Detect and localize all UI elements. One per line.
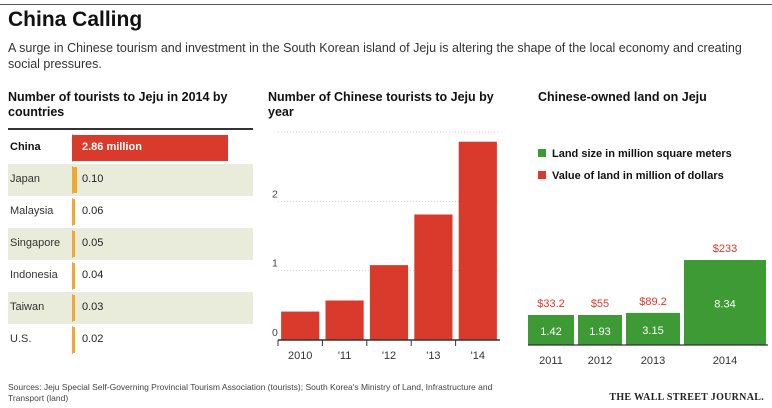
table-row: Singapore 0.05 <box>8 228 253 260</box>
top-rule <box>0 4 772 5</box>
y-tick-label: 1 <box>272 258 278 270</box>
tourist-count-bar <box>72 295 75 321</box>
tourist-count-bar <box>72 263 75 289</box>
land-size-label: 1.93 <box>589 326 610 338</box>
chinese-owned-land-title: Chinese-owned land on Jeju <box>538 90 707 104</box>
legend-land-size: Land size in million square meters <box>538 148 732 160</box>
land-size-bar <box>578 315 622 345</box>
source-note: Sources: Jeju Special Self-Governing Pro… <box>8 382 493 403</box>
table-row: Taiwan 0.03 <box>8 292 253 324</box>
year-bar <box>458 141 497 340</box>
country-label: China <box>10 141 41 153</box>
land-value-label: $33.2 <box>537 298 565 310</box>
land-size-label: 8.34 <box>714 299 735 311</box>
country-label: U.S. <box>10 333 32 345</box>
land-value-label: $89.2 <box>639 296 667 308</box>
year-bar <box>325 300 364 340</box>
land-size-bar <box>528 315 574 345</box>
table-row: Indonesia 0.04 <box>8 260 253 292</box>
tourists-by-country-title: Number of tourists to Jeju in 2014 by co… <box>8 90 228 119</box>
x-tick-label: 2010 <box>288 350 312 362</box>
tourist-count-bar <box>72 231 75 257</box>
table-row: U.S. 0.02 <box>8 324 253 356</box>
legend-land-value: Value of land in million of dollars <box>538 170 724 182</box>
tourist-count-value: 0.06 <box>82 205 104 217</box>
table-row: Japan 0.10 <box>8 164 253 196</box>
x-tick-label: '14 <box>471 350 485 362</box>
chinese-owned-land-chart: 1.42 $33.2 2011 1.93 $55 2012 3.15 $89.2 2013 8.3… <box>528 243 768 367</box>
tourist-count-value: 0.05 <box>82 237 104 249</box>
country-label: Indonesia <box>10 269 58 281</box>
table-row: China 2.86 million <box>8 132 253 164</box>
year-bar <box>369 265 409 340</box>
chinese-tourists-by-year-title: Number of Chinese tourists to Jeju by ye… <box>268 90 494 119</box>
country-label: Taiwan <box>10 301 45 313</box>
land-value-label: $233 <box>713 243 737 255</box>
tourist-count-bar <box>72 167 78 193</box>
land-size-bar <box>626 312 680 345</box>
country-label: Malaysia <box>10 205 54 217</box>
publisher-logo: THE WALL STREET JOURNAL. <box>609 392 764 403</box>
tourist-count-value: 0.03 <box>82 301 104 313</box>
page-subtitle: A surge in Chinese tourism and investmen… <box>8 41 742 71</box>
land-size-label: 3.15 <box>642 325 663 337</box>
x-tick-label: 2014 <box>713 355 737 367</box>
page-title: China Calling <box>8 8 143 31</box>
land-size-bar <box>684 260 766 345</box>
country-label: Singapore <box>10 237 61 249</box>
tourists-by-country-table: China 2.86 million Japan 0.10 Malaysia 0.06 Si… <box>8 132 253 356</box>
tourist-count-value: 2.86 million <box>82 141 142 153</box>
table-row: Malaysia 0.06 <box>8 196 253 228</box>
land-value-label: $55 <box>591 298 609 310</box>
x-tick-label: '13 <box>426 350 440 362</box>
tourist-count-value: 0.02 <box>82 333 104 345</box>
y-tick-label: 0 <box>272 327 278 339</box>
tourist-count-bar <box>72 135 228 161</box>
chinese-tourists-by-year-chart: 0 1 2 3 million 2010 '11 '12 '13 '14 <box>272 128 500 362</box>
y-tick-label: 2 <box>272 188 278 200</box>
legend-land-value-label: Value of land in million of dollars <box>552 170 724 182</box>
x-tick-label: '11 <box>338 350 352 362</box>
panel1-rule <box>8 128 253 130</box>
x-tick-label: '12 <box>382 350 396 362</box>
year-bar <box>414 214 453 340</box>
legend-swatch-red <box>538 171 546 179</box>
land-size-label: 1.42 <box>540 326 561 338</box>
x-tick-label: 2011 <box>539 355 563 367</box>
x-tick-label: 2013 <box>641 355 665 367</box>
legend-land-size-label: Land size in million square meters <box>552 148 732 160</box>
tourist-count-value: 0.10 <box>82 173 104 185</box>
tourist-count-bar <box>72 199 76 225</box>
y-tick-label: 3 million <box>272 128 311 131</box>
tourist-count-value: 0.04 <box>82 269 104 281</box>
x-tick-label: 2012 <box>588 355 612 367</box>
year-bar <box>281 311 320 340</box>
tourist-count-bar <box>72 327 75 353</box>
legend-swatch-green <box>538 149 546 157</box>
country-label: Japan <box>10 173 40 185</box>
